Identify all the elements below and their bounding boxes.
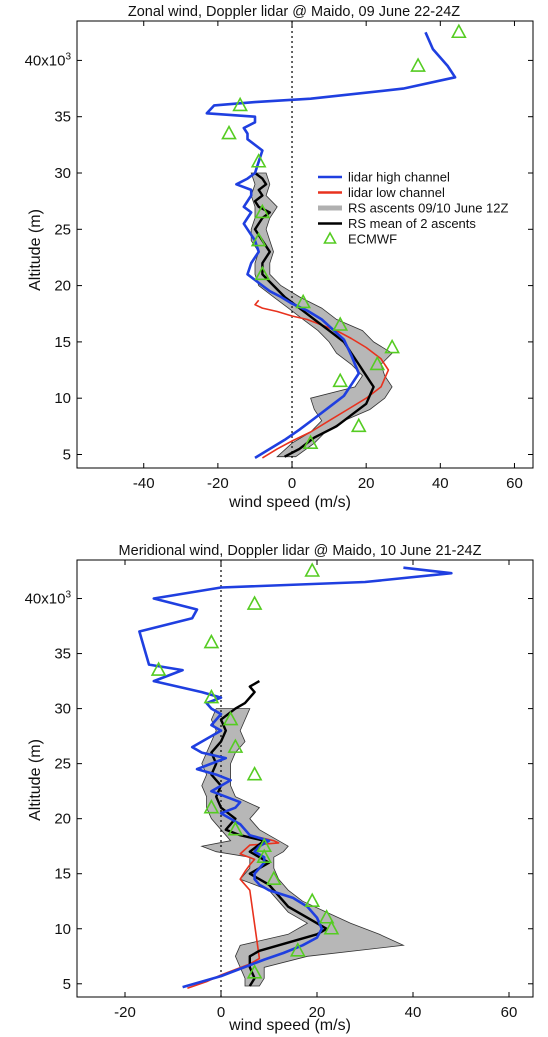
y-tick-label: 25 [54,221,71,238]
plot-frame [76,559,534,998]
ecmwf-point [246,765,263,781]
ecmwf-point [246,964,263,979]
ecmwf-point [221,124,237,140]
x-tick-label: -20 [114,1004,136,1021]
legend-label: RS mean of 2 ascents [348,216,476,231]
ecmwf-point [203,688,220,704]
y-tick-label: 40x103 [25,590,72,608]
ecmwf-point [227,821,244,836]
y-tick-label: 5 [63,976,71,993]
ecmwf-point [222,710,239,726]
y-tick-label: 15 [54,866,71,883]
chart-title: Meridional wind, Doppler lidar @ Maido, … [119,543,482,559]
meridional-wind-panel: Meridional wind, Doppler lidar @ Maido, … [25,543,534,1034]
x-tick-label: -20 [207,475,229,492]
y-tick-label: 35 [54,109,71,126]
ecmwf-point [203,798,220,814]
ecmwf-point [295,293,311,309]
plot-frame [76,20,534,469]
ecmwf-point [410,57,426,72]
y-tick-label: 10 [54,921,71,938]
plot-area [205,21,457,468]
y-axis-label: Altitude (m) [27,209,44,291]
legend-label: lidar high channel [348,170,450,185]
ecmwf-point [203,633,220,649]
plot-area [138,560,453,997]
legend-label: ECMWF [348,232,397,247]
ecmwf-point [250,153,267,168]
ecmwf-point [332,316,349,331]
x-tick-label: 60 [506,475,523,492]
ecmwf-point [451,23,467,39]
series-line-lidar-low-channel [254,299,390,459]
ecmwf-point [304,892,321,908]
y-tick-label: 5 [63,446,71,463]
y-tick-label: 25 [54,756,71,773]
y-tick-label: 30 [54,165,71,182]
ecmwf-point [384,338,400,354]
ecmwf-point [304,562,321,577]
series-line-lidar-high-channel [138,566,453,989]
ecmwf-point [265,870,282,886]
rs-ascents-envelope [200,708,405,987]
series-line-rs-mean-of-2-ascents [253,172,375,458]
y-tick-label: 20 [54,278,71,295]
zonal-wind-panel: Zonal wind, Doppler lidar @ Maido, 09 Ju… [25,4,534,511]
ecmwf-point [350,417,367,433]
y-tick-label: 10 [54,390,71,407]
y-tick-label: 20 [54,811,71,828]
ecmwf-point [250,231,267,247]
ecmwf-point [369,355,386,371]
x-axis-label: wind speed (m/s) [228,1017,351,1034]
y-tick-label: 35 [54,646,71,663]
legend-marker-ecmwf [323,231,337,244]
ecmwf-point [256,837,273,852]
x-tick-label: 20 [309,1004,326,1021]
ecmwf-point [323,920,340,935]
ecmwf-point [289,942,306,957]
y-tick-label: 40x103 [25,51,72,69]
chart-title: Zonal wind, Doppler lidar @ Maido, 09 Ju… [128,4,460,20]
x-axis-label: wind speed (m/s) [228,494,351,511]
x-tick-label: 0 [288,475,296,492]
x-tick-label: 40 [405,1004,422,1021]
series-line-lidar-high-channel [205,31,457,460]
y-tick-label: 30 [54,701,71,718]
y-tick-label: 15 [54,334,71,351]
ecmwf-point [332,372,349,388]
legend-label: RS ascents 09/10 June 12Z [348,201,508,216]
ecmwf-point [232,96,248,112]
ecmwf-point [246,595,263,610]
x-tick-label: 0 [217,1004,225,1021]
ecmwf-point [302,434,319,450]
ecmwf-point [150,661,167,676]
x-tick-label: 20 [358,475,375,492]
ecmwf-point [254,265,271,281]
x-tick-label: 40 [432,475,449,492]
x-tick-label: 60 [501,1004,518,1021]
y-axis-label: Altitude (m) [27,739,44,821]
ecmwf-point [254,203,271,219]
x-tick-label: -40 [133,475,155,492]
ecmwf-point [318,909,335,924]
legend-label: lidar low channel [348,185,445,200]
ecmwf-point [227,738,244,753]
ecmwf-point [256,848,273,864]
